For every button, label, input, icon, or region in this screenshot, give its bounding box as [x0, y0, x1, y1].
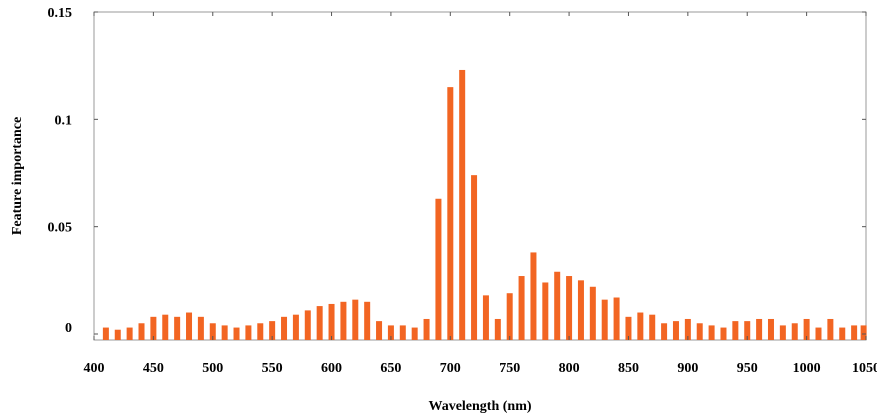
- bar-34: [506, 293, 513, 340]
- bar-64: [860, 325, 867, 340]
- bar-2: [126, 327, 133, 340]
- bar-48: [672, 321, 679, 340]
- bar-29: [447, 87, 454, 340]
- bar-14: [269, 321, 276, 340]
- bar-43: [613, 297, 620, 340]
- bar-53: [732, 321, 739, 340]
- x-tick-label: 400: [84, 361, 105, 376]
- bar-25: [399, 325, 406, 340]
- bar-35: [518, 276, 525, 340]
- bar-20: [340, 301, 347, 340]
- bar-9: [209, 323, 216, 340]
- bar-18: [316, 306, 323, 340]
- bar-0: [102, 327, 109, 340]
- x-tick-label: 600: [321, 361, 342, 376]
- bar-30: [459, 69, 466, 341]
- bar-52: [720, 327, 727, 340]
- bar-4: [150, 316, 157, 340]
- bar-17: [304, 310, 311, 340]
- x-tick-label: 900: [677, 361, 698, 376]
- bar-1: [114, 329, 121, 340]
- bar-21: [352, 299, 359, 340]
- bar-61: [827, 318, 834, 340]
- x-tick-label: 500: [202, 361, 223, 376]
- bar-3: [138, 323, 145, 340]
- bar-19: [328, 303, 335, 340]
- x-tick-label: 750: [499, 361, 520, 376]
- bar-5: [162, 314, 169, 340]
- bar-41: [589, 286, 596, 340]
- bar-31: [471, 175, 478, 340]
- bar-7: [186, 312, 193, 340]
- bar-38: [554, 271, 561, 340]
- x-axis-label: Wavelength (nm): [428, 399, 531, 414]
- bar-6: [174, 316, 181, 340]
- bar-24: [387, 325, 394, 340]
- bar-27: [423, 318, 430, 340]
- y-axis-ticks: 0 0.05 0.1 0.15: [48, 6, 866, 336]
- bar-49: [684, 318, 691, 340]
- x-tick-label: 800: [559, 361, 580, 376]
- y-tick-label: 0: [65, 321, 72, 336]
- bar-23: [376, 321, 383, 340]
- bar-39: [566, 276, 573, 340]
- bar-33: [494, 318, 501, 340]
- x-tick-label: 1000: [793, 361, 821, 376]
- bar-57: [779, 325, 786, 340]
- bar-37: [542, 282, 549, 340]
- y-tick-label: 0.1: [55, 113, 73, 128]
- bars-group: [102, 69, 867, 341]
- y-tick-label: 0.05: [48, 221, 73, 236]
- bar-12: [245, 325, 252, 340]
- x-tick-label: 1050: [852, 361, 877, 376]
- bar-8: [197, 316, 204, 340]
- bar-54: [744, 321, 751, 340]
- bar-40: [577, 280, 584, 340]
- x-tick-label: 450: [143, 361, 164, 376]
- bar-10: [221, 325, 228, 340]
- bar-50: [696, 323, 703, 340]
- bar-42: [601, 299, 608, 340]
- bar-56: [767, 318, 774, 340]
- x-tick-label: 850: [618, 361, 639, 376]
- bar-16: [292, 314, 299, 340]
- y-axis-label: Feature importance: [10, 117, 25, 235]
- bar-51: [708, 325, 715, 340]
- x-tick-label: 550: [262, 361, 283, 376]
- bar-46: [649, 314, 656, 340]
- y-tick-label: 0.15: [48, 6, 73, 21]
- bar-62: [839, 327, 846, 340]
- bar-59: [803, 318, 810, 340]
- x-tick-label: 950: [737, 361, 758, 376]
- bar-28: [435, 198, 442, 340]
- bar-15: [281, 316, 288, 340]
- bar-60: [815, 327, 822, 340]
- bar-36: [530, 252, 537, 340]
- bar-47: [661, 323, 668, 340]
- bar-26: [411, 327, 418, 340]
- x-tick-label: 650: [380, 361, 401, 376]
- bar-22: [364, 301, 371, 340]
- bar-55: [756, 318, 763, 340]
- x-tick-label: 700: [440, 361, 461, 376]
- x-axis-ticks: 400 450 500 550 600 650 700 750 800 850 900 950 1000…: [84, 12, 877, 376]
- plot-frame: [93, 11, 867, 341]
- bar-45: [637, 312, 644, 340]
- bar-32: [482, 295, 489, 340]
- bar-11: [233, 327, 240, 340]
- bar-58: [791, 323, 798, 340]
- bar-44: [625, 316, 632, 340]
- bar-63: [851, 325, 858, 340]
- bar-13: [257, 323, 264, 340]
